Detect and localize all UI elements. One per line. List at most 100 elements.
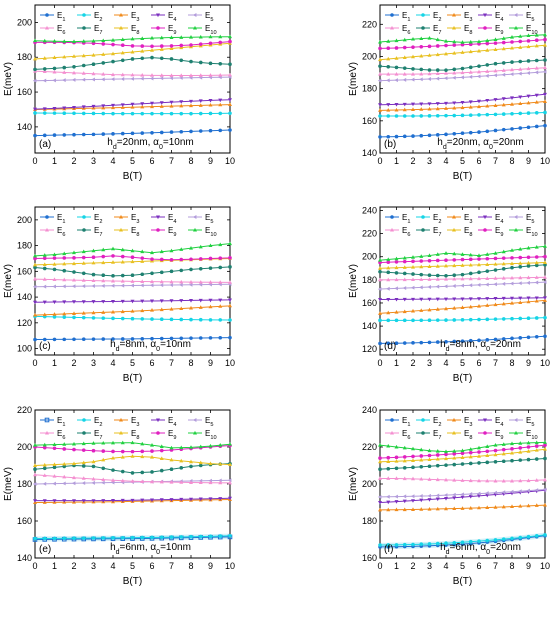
- data-point-e3: [444, 506, 448, 511]
- data-point-e2: [518, 111, 523, 116]
- data-point-e2: [510, 111, 514, 116]
- x-tick-label: 7: [493, 156, 498, 166]
- data-point-e5: [101, 480, 105, 485]
- data-point-e5: [468, 492, 473, 496]
- data-point-e9: [419, 44, 424, 49]
- x-axis-label: B(T): [453, 373, 472, 384]
- panel-annotation: hd=8nm, α0=10nm: [110, 339, 191, 353]
- legend-marker-e4: [483, 215, 487, 220]
- data-point-e2: [411, 114, 415, 118]
- data-point-e5: [501, 72, 506, 77]
- legend-marker-e5: [513, 13, 518, 17]
- legend-label-e1: E1: [402, 416, 410, 428]
- legend-marker-e2: [82, 418, 86, 422]
- data-point-e7: [198, 60, 203, 65]
- data-point-e9: [394, 455, 399, 460]
- data-point-e1: [228, 128, 232, 132]
- data-point-e6: [510, 67, 514, 72]
- data-point-e5: [91, 480, 95, 485]
- data-point-e1: [179, 129, 184, 134]
- legend-marker-e8: [452, 430, 456, 435]
- data-point-e1: [91, 132, 96, 137]
- legend-label-e5: E5: [526, 11, 534, 23]
- data-point-e6: [477, 478, 481, 483]
- data-point-e10: [460, 448, 465, 453]
- legend-marker-e3: [452, 12, 456, 17]
- legend-marker-e6: [45, 227, 49, 232]
- data-point-e5: [394, 78, 398, 83]
- data-point-e6: [81, 278, 86, 282]
- data-point-e6: [485, 478, 490, 483]
- x-tick-label: 9: [526, 358, 531, 368]
- data-point-e10: [411, 446, 415, 451]
- data-point-e7: [501, 459, 506, 464]
- data-point-e5: [410, 494, 415, 499]
- data-point-e9: [435, 258, 440, 263]
- x-tick-label: 8: [509, 561, 514, 571]
- data-point-e8: [130, 49, 135, 54]
- data-point-e6: [91, 278, 96, 283]
- legend-marker-e3: [119, 417, 123, 422]
- data-point-e4: [33, 499, 37, 503]
- data-point-e6: [402, 277, 407, 282]
- data-point-e3: [120, 105, 125, 109]
- legend-label-e10: E10: [526, 24, 538, 36]
- data-point-e1: [444, 340, 448, 344]
- data-point-e1: [42, 337, 47, 342]
- data-point-e2: [62, 315, 67, 319]
- data-point-e1: [477, 130, 481, 134]
- data-point-e3: [435, 106, 440, 111]
- data-point-e2: [150, 111, 154, 116]
- data-point-e5: [518, 489, 522, 494]
- data-point-e8: [111, 455, 115, 460]
- data-point-e5: [159, 283, 164, 288]
- data-point-e4: [444, 496, 448, 501]
- data-point-e8: [179, 45, 184, 50]
- legend-label-e5: E5: [205, 416, 213, 428]
- data-point-e3: [42, 312, 47, 317]
- data-point-e4: [411, 102, 415, 107]
- data-point-e5: [179, 75, 183, 80]
- data-point-e10: [444, 251, 448, 255]
- data-point-e4: [543, 296, 547, 300]
- data-point-e4: [394, 102, 399, 107]
- data-point-e8: [526, 260, 531, 265]
- data-point-e1: [534, 334, 539, 339]
- data-point-e2: [493, 317, 498, 321]
- data-point-e10: [411, 36, 415, 41]
- legend-label-e2: E2: [94, 416, 102, 428]
- data-point-e6: [435, 477, 440, 482]
- data-point-e5: [526, 488, 530, 493]
- x-tick-label: 7: [169, 561, 174, 571]
- data-point-e4: [468, 495, 473, 499]
- data-point-e8: [526, 44, 531, 49]
- data-point-e4: [198, 497, 203, 502]
- data-point-e6: [81, 476, 86, 480]
- x-tick-label: 6: [476, 156, 481, 166]
- data-point-e3: [228, 303, 232, 308]
- legend-marker-e2: [82, 13, 86, 17]
- data-point-e9: [510, 447, 514, 451]
- data-point-e6: [33, 276, 37, 281]
- data-point-e3: [411, 507, 415, 511]
- data-point-e3: [394, 507, 399, 512]
- data-point-e8: [534, 43, 539, 48]
- data-point-e5: [443, 493, 448, 498]
- data-point-e6: [140, 479, 145, 483]
- data-point-e4: [435, 297, 440, 302]
- data-point-e9: [534, 444, 539, 448]
- data-point-e8: [169, 457, 174, 462]
- y-tick-label: 180: [17, 479, 32, 489]
- data-point-e4: [179, 100, 184, 104]
- x-tick-label: 9: [526, 156, 531, 166]
- data-point-e8: [435, 52, 440, 57]
- data-point-e8: [72, 54, 76, 58]
- data-point-e7: [189, 59, 193, 64]
- legend-marker-e2: [421, 418, 425, 422]
- y-tick-label: 220: [362, 229, 377, 239]
- data-point-e6: [91, 476, 96, 481]
- data-point-e5: [419, 77, 423, 82]
- legend-marker-e9: [483, 228, 487, 232]
- data-point-e4: [435, 497, 440, 502]
- y-axis-label: E(meV): [348, 264, 359, 298]
